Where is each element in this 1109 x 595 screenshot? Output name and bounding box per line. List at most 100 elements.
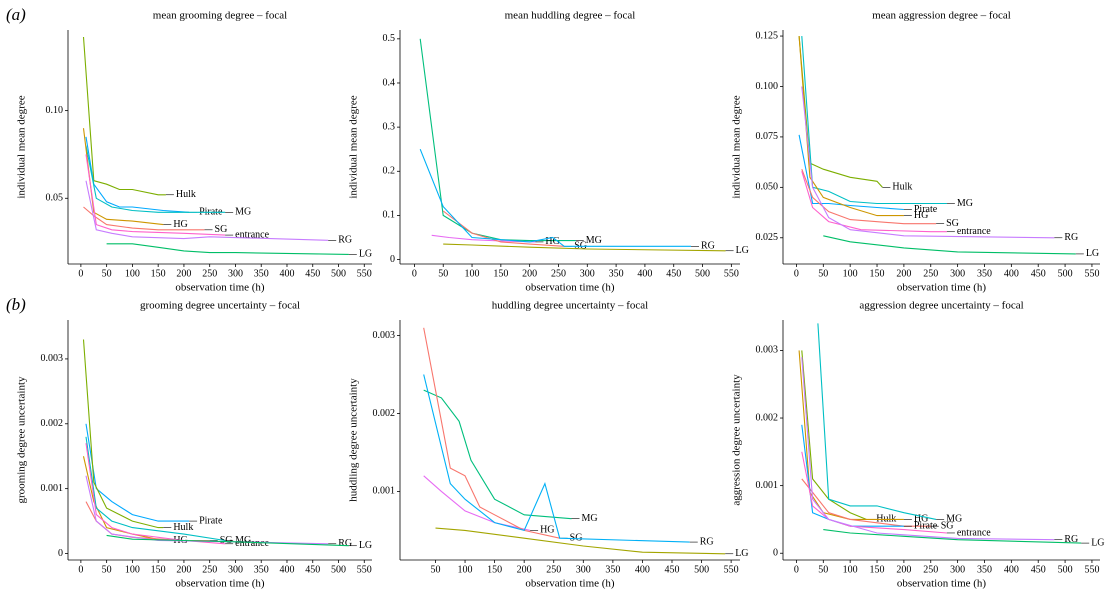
series-label: SG xyxy=(215,224,228,235)
series-line xyxy=(443,243,726,252)
y-tick-label: 0.003 xyxy=(756,345,779,356)
x-tick-label: 500 xyxy=(331,268,346,279)
x-axis-label: observation time (h) xyxy=(897,282,987,294)
series-line xyxy=(85,436,226,542)
series-label: SG xyxy=(941,520,954,531)
series-label: HG xyxy=(914,210,928,221)
series-label: entrance xyxy=(235,538,269,549)
series-label: MG xyxy=(586,235,602,246)
x-tick-label: 400 xyxy=(1004,268,1019,279)
x-tick-label: 50 xyxy=(818,268,828,279)
x-tick-label: 50 xyxy=(438,268,448,279)
x-tick-label: 400 xyxy=(637,268,652,279)
y-tick-label: 0 xyxy=(390,254,395,265)
series-line xyxy=(431,234,536,243)
x-axis-label: observation time (h) xyxy=(175,282,265,294)
x-tick-label: 450 xyxy=(305,268,320,279)
series-label: entrance xyxy=(957,527,991,538)
x-tick-label: 550 xyxy=(1084,268,1099,279)
series-line xyxy=(801,169,937,225)
series-line xyxy=(798,350,904,520)
series-line xyxy=(85,443,226,545)
x-tick-label: 300 xyxy=(950,564,965,575)
x-tick-label: 0 xyxy=(794,564,799,575)
y-tick-label: 0.075 xyxy=(756,131,779,142)
series-label: RG xyxy=(701,241,715,252)
series-label: RG xyxy=(700,536,714,547)
y-axis-label: individual mean degree xyxy=(16,95,28,198)
x-tick-label: 550 xyxy=(1084,564,1099,575)
x-tick-label: 400 xyxy=(279,268,294,279)
series-label: RG xyxy=(338,235,352,246)
y-tick-label: 0.4 xyxy=(383,77,396,88)
x-tick-label: 50 xyxy=(102,268,112,279)
panel-label: (b) xyxy=(6,295,26,314)
series-label: LG xyxy=(735,548,748,559)
x-tick-label: 450 xyxy=(305,564,320,575)
series-line xyxy=(85,475,329,545)
series-line xyxy=(823,235,1076,255)
series-line xyxy=(798,36,904,217)
x-tick-label: 0 xyxy=(412,268,417,279)
series-line xyxy=(423,475,531,531)
chart-title: aggression degree uncertainty – focal xyxy=(859,300,1023,312)
series-label: entrance xyxy=(235,229,269,240)
series-line xyxy=(82,36,166,196)
series-label: MG xyxy=(235,535,251,546)
x-tick-label: 200 xyxy=(522,268,537,279)
x-tick-label: 500 xyxy=(695,268,710,279)
series-label: HG xyxy=(914,514,928,525)
chart-title: mean huddling degree – focal xyxy=(505,10,636,22)
x-tick-label: 350 xyxy=(605,564,620,575)
series-line xyxy=(85,154,226,236)
series-line xyxy=(85,180,329,241)
x-tick-label: 200 xyxy=(517,564,532,575)
x-tick-label: 250 xyxy=(202,268,217,279)
y-tick-label: 0 xyxy=(58,548,63,559)
y-axis-label: individual mean degree xyxy=(731,95,743,198)
panel-label: (a) xyxy=(6,5,26,24)
x-axis-label: observation time (h) xyxy=(525,578,615,590)
x-tick-label: 150 xyxy=(151,564,166,575)
y-tick-label: 0.5 xyxy=(383,33,396,44)
y-tick-label: 0.05 xyxy=(46,193,64,204)
series-line xyxy=(106,243,349,255)
series-label: HG xyxy=(173,219,187,230)
x-tick-label: 0 xyxy=(78,564,83,575)
y-axis-label: huddling degree uncertainty xyxy=(348,378,360,502)
x-tick-label: 350 xyxy=(977,268,992,279)
series-label: RG xyxy=(1064,232,1078,243)
x-tick-label: 150 xyxy=(870,268,885,279)
y-tick-label: 0.100 xyxy=(756,81,779,92)
x-tick-label: 450 xyxy=(666,268,681,279)
y-axis-label: aggression degree uncertainty xyxy=(731,374,743,506)
series-label: LG xyxy=(1086,248,1099,259)
series-label: LG xyxy=(359,249,372,260)
x-tick-label: 50 xyxy=(102,564,112,575)
x-tick-label: 150 xyxy=(151,268,166,279)
y-tick-label: 0 xyxy=(773,548,778,559)
series-line xyxy=(801,424,904,527)
x-tick-label: 400 xyxy=(1004,564,1019,575)
y-tick-label: 0.025 xyxy=(756,232,779,243)
series-line xyxy=(82,128,164,226)
series-line xyxy=(82,339,164,529)
y-tick-label: 0.125 xyxy=(756,30,779,41)
x-tick-label: 100 xyxy=(125,564,140,575)
series-label: LG xyxy=(359,540,372,551)
series-label: MG xyxy=(581,513,597,524)
x-tick-label: 150 xyxy=(493,268,508,279)
x-tick-label: 250 xyxy=(923,564,938,575)
x-tick-label: 550 xyxy=(724,564,739,575)
series-line xyxy=(85,145,226,213)
series-line xyxy=(419,38,576,242)
y-axis-label: individual mean degree xyxy=(348,95,360,198)
series-line xyxy=(106,534,349,547)
series-line xyxy=(85,423,190,522)
series-line xyxy=(798,36,883,188)
series-label: HG xyxy=(540,525,554,536)
x-tick-label: 0 xyxy=(78,268,83,279)
series-label: Hulk xyxy=(176,189,196,200)
chart-title: mean aggression degree – focal xyxy=(872,10,1011,22)
